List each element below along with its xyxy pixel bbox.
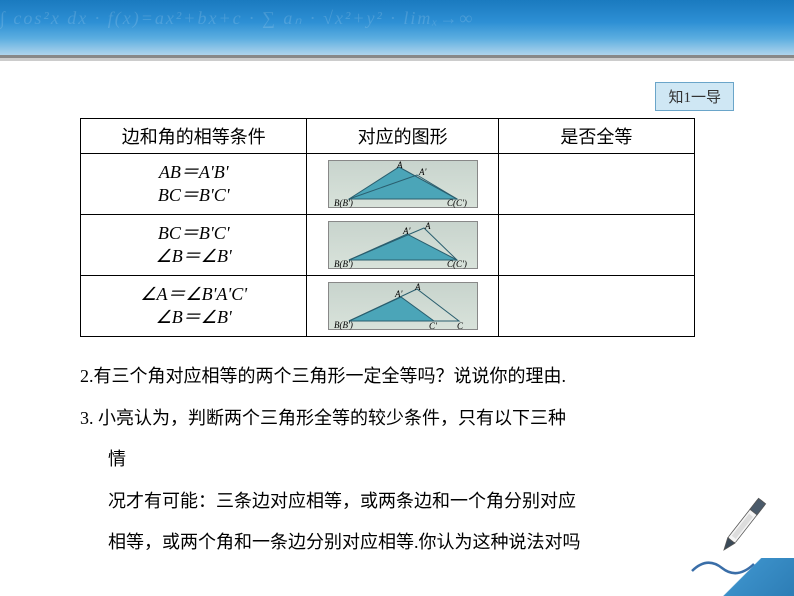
paragraph-3c: 况才有可能：三条边对应相等，或两条边和一个角分别对应	[80, 482, 724, 522]
paragraph-3b: 情	[80, 440, 724, 480]
svg-text:A': A'	[394, 289, 403, 299]
svg-text:C(C'): C(C')	[447, 259, 467, 269]
cond-line: ∠B＝∠B'	[156, 307, 232, 327]
svg-text:C: C	[457, 321, 464, 331]
congruent-cell	[498, 154, 694, 215]
th-figure: 对应的图形	[307, 119, 498, 154]
svg-text:C(C'): C(C')	[447, 198, 467, 208]
svg-text:B(B'): B(B')	[334, 320, 353, 330]
table-row: BC＝B'C' ∠B＝∠B' A' A B(B') C(C')	[81, 215, 695, 276]
corner-decoration	[709, 558, 794, 596]
paragraph-3a: 3. 小亮认为，判断两个三角形全等的较少条件，只有以下三种	[80, 399, 724, 439]
svg-text:C': C'	[429, 321, 438, 331]
header-band: ∫ cos²x dx · f(x)=ax²+bx+c · ∑ aₙ · √x²+…	[0, 0, 794, 58]
svg-text:A': A'	[418, 167, 427, 177]
cond-line: AB＝A'B'	[159, 162, 229, 182]
paragraph-3d: 相等，或两个角和一条边分别对应相等.你认为这种说法对吗	[80, 523, 724, 563]
cond-line: ∠B＝∠B'	[156, 246, 232, 266]
table-header-row: 边和角的相等条件 对应的图形 是否全等	[81, 119, 695, 154]
section-badge: 知1一导	[655, 82, 734, 111]
congruent-cell	[498, 215, 694, 276]
cond-line: BC＝B'C'	[158, 185, 230, 205]
cond-cell: ∠A＝∠B'A'C' ∠B＝∠B'	[81, 276, 307, 337]
figure-cell: A' A B(B') C(C')	[307, 215, 498, 276]
table-row: ∠A＝∠B'A'C' ∠B＝∠B' A A' B(B') C' C	[81, 276, 695, 337]
svg-text:A': A'	[402, 226, 411, 236]
congruent-cell	[498, 276, 694, 337]
paragraph-2: 2.有三个角对应相等的两个三角形一定全等吗？说说你的理由.	[80, 357, 724, 397]
figure-cell: A A' B(B') C(C')	[307, 154, 498, 215]
main-content: 边和角的相等条件 对应的图形 是否全等 AB＝A'B' BC＝B'C' A A'…	[0, 58, 794, 563]
cond-line: BC＝B'C'	[158, 223, 230, 243]
mini-figure: A' A B(B') C(C')	[328, 221, 478, 269]
conditions-table: 边和角的相等条件 对应的图形 是否全等 AB＝A'B' BC＝B'C' A A'…	[80, 118, 695, 337]
svg-text:A: A	[424, 222, 431, 231]
th-congruent: 是否全等	[498, 119, 694, 154]
cond-cell: AB＝A'B' BC＝B'C'	[81, 154, 307, 215]
mini-figure: A A' B(B') C(C')	[328, 160, 478, 208]
cond-line: ∠A＝∠B'A'C'	[140, 284, 247, 304]
svg-text:B(B'): B(B')	[334, 198, 353, 208]
th-condition: 边和角的相等条件	[81, 119, 307, 154]
figure-cell: A A' B(B') C' C	[307, 276, 498, 337]
header-scribble: ∫ cos²x dx · f(x)=ax²+bx+c · ∑ aₙ · √x²+…	[0, 8, 794, 48]
svg-text:A: A	[414, 283, 421, 292]
mini-figure: A A' B(B') C' C	[328, 282, 478, 330]
cond-cell: BC＝B'C' ∠B＝∠B'	[81, 215, 307, 276]
table-row: AB＝A'B' BC＝B'C' A A' B(B') C(C')	[81, 154, 695, 215]
svg-text:A: A	[396, 161, 403, 170]
body-text: 2.有三个角对应相等的两个三角形一定全等吗？说说你的理由. 3. 小亮认为，判断…	[80, 357, 724, 563]
svg-text:B(B'): B(B')	[334, 259, 353, 269]
